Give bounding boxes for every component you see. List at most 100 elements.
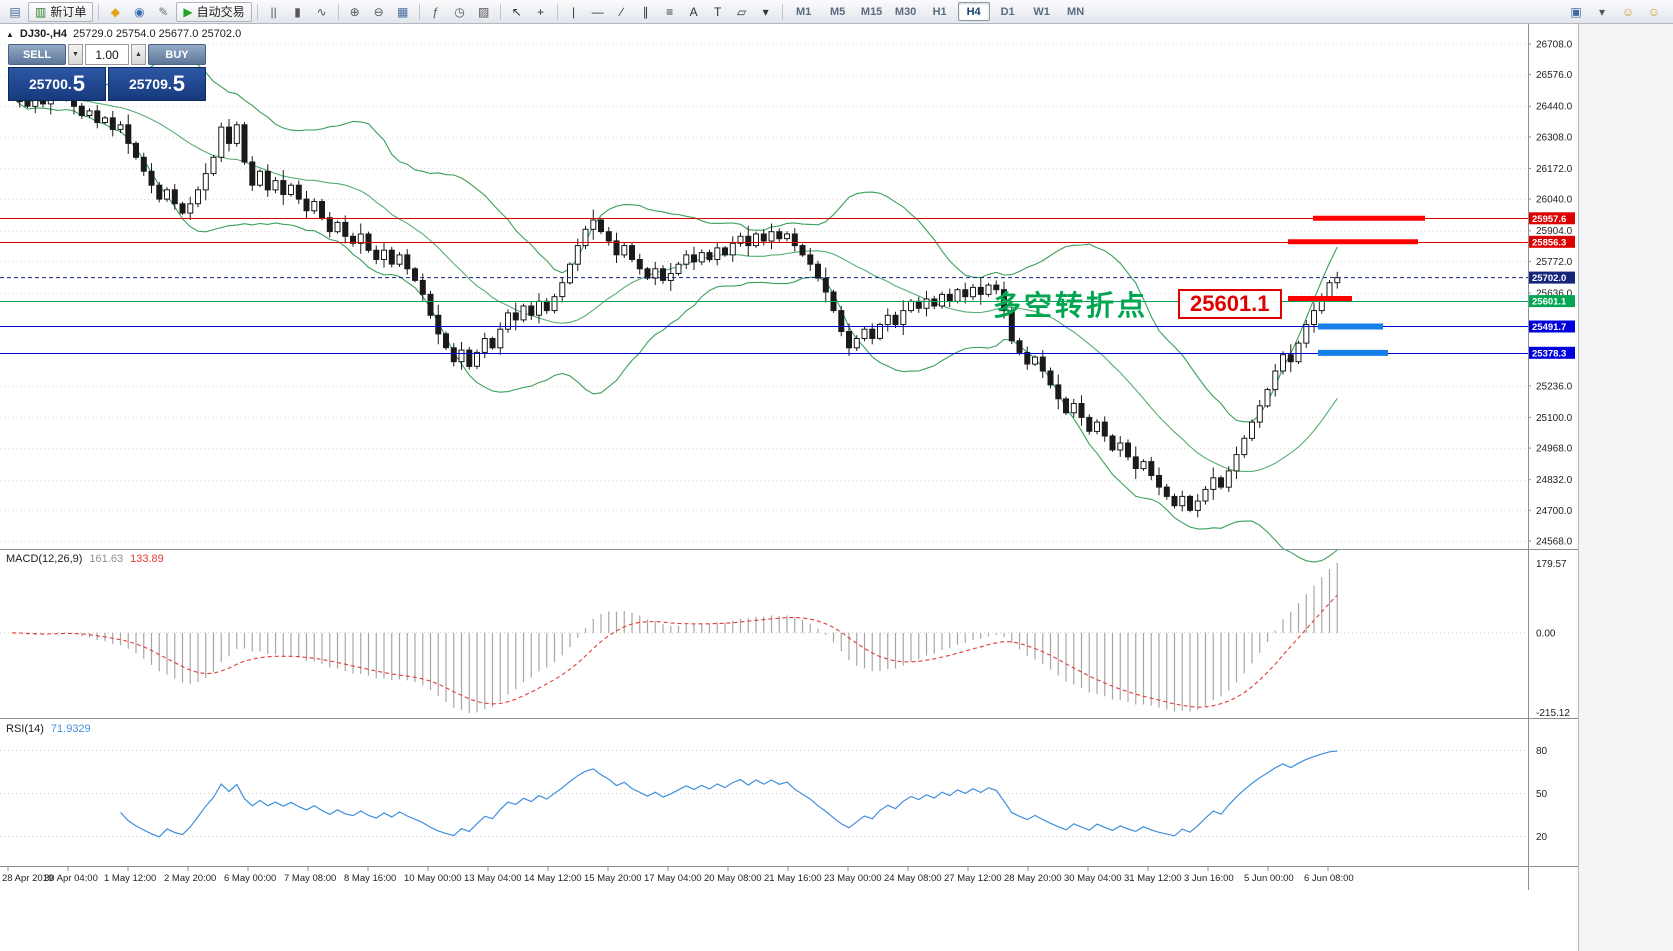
favorites-icon[interactable]: ◆ xyxy=(110,4,120,19)
candlestick-chart-icon[interactable]: ▮ xyxy=(294,4,301,19)
svg-text:24968.0: 24968.0 xyxy=(1536,444,1573,455)
svg-text:24568.0: 24568.0 xyxy=(1536,537,1573,548)
chart-window-icon[interactable]: ▣ xyxy=(1570,4,1582,19)
svg-text:14 May 12:00: 14 May 12:00 xyxy=(524,873,582,884)
one-click-collapse-icon[interactable]: ▲ xyxy=(6,29,14,39)
svg-text:20 May 08:00: 20 May 08:00 xyxy=(704,873,762,884)
crosshair-icon[interactable]: + xyxy=(537,4,545,19)
price-label-box: 25491.7 xyxy=(1529,320,1575,333)
timeframe-button-m1[interactable]: M1 xyxy=(795,5,812,18)
autotrading-button[interactable]: ▶ 自动交易 xyxy=(176,1,252,22)
macd-signal-value: 133.89 xyxy=(130,553,164,565)
price-label-box: 25957.6 xyxy=(1529,212,1575,225)
shapes-icon[interactable]: ▱ xyxy=(736,4,747,19)
community-icon[interactable]: ☺ xyxy=(1621,4,1635,19)
timeframe-button-w1[interactable]: W1 xyxy=(1033,5,1050,18)
help-icon[interactable]: ☺ xyxy=(1647,4,1661,19)
svg-text:1 May 12:00: 1 May 12:00 xyxy=(104,873,156,884)
svg-text:0.00: 0.00 xyxy=(1536,628,1556,639)
volume-decrease-button[interactable]: ▼ xyxy=(68,44,83,65)
svg-text:31 May 12:00: 31 May 12:00 xyxy=(1124,873,1182,884)
bollinger-middle-band xyxy=(11,96,1338,472)
profiles-icon[interactable]: ◉ xyxy=(134,4,145,19)
svg-text:25904.0: 25904.0 xyxy=(1536,226,1573,237)
timeframe-button-m15[interactable]: M15 xyxy=(860,5,883,18)
templates-icon[interactable]: ▨ xyxy=(477,4,490,19)
channel-icon[interactable]: ∥ xyxy=(642,4,649,19)
line-chart-icon[interactable]: ∿ xyxy=(316,4,327,19)
svg-text:8 May 16:00: 8 May 16:00 xyxy=(344,873,396,884)
svg-text:17 May 04:00: 17 May 04:00 xyxy=(644,873,702,884)
svg-text:25636.0: 25636.0 xyxy=(1536,288,1573,299)
window-dropdown-icon[interactable]: ▾ xyxy=(1598,4,1606,19)
svg-text:25491.7: 25491.7 xyxy=(1532,322,1566,333)
price-axis: 26708.0 26576.0 26440.0 26308.0 26172.0 26040… xyxy=(1528,40,1573,548)
chart-annotation-price-box[interactable]: 25601.1 xyxy=(1178,289,1282,319)
trend-segments[interactable] xyxy=(1288,215,1425,356)
buy-price-box[interactable]: 25709. 5 xyxy=(108,67,206,101)
dropdown-icon[interactable]: ▾ xyxy=(762,4,769,19)
timeframe-button-mn[interactable]: MN xyxy=(1067,5,1085,18)
svg-text:24700.0: 24700.0 xyxy=(1536,506,1573,517)
new-order-button[interactable]: ▥ 新订单 xyxy=(28,1,94,22)
cursor-icon[interactable]: ↖ xyxy=(511,4,522,19)
toolbar-separator xyxy=(781,3,783,20)
svg-text:30 Apr 04:00: 30 Apr 04:00 xyxy=(44,873,98,884)
timeframe-button-h1[interactable]: H1 xyxy=(932,5,947,18)
svg-text:24 May 08:00: 24 May 08:00 xyxy=(884,873,942,884)
bollinger-bands xyxy=(11,57,1338,563)
svg-text:13 May 04:00: 13 May 04:00 xyxy=(464,873,522,884)
svg-text:25702.0: 25702.0 xyxy=(1532,273,1566,284)
autotrading-icon: ▶ xyxy=(183,4,193,19)
sell-button[interactable]: SELL xyxy=(8,44,66,65)
text-icon[interactable]: A xyxy=(689,4,698,19)
rsi-line xyxy=(120,750,1338,838)
timeframe-button-m30[interactable]: M30 xyxy=(894,5,917,18)
svg-text:26576.0: 26576.0 xyxy=(1536,70,1573,81)
zoom-in-icon[interactable]: ⊕ xyxy=(349,4,360,19)
price-label-box: 25601.1 xyxy=(1529,295,1575,308)
volume-input[interactable]: 1.00 xyxy=(85,44,129,65)
macd-label: MACD(12,26,9) 161.63 133.89 xyxy=(6,553,164,565)
sell-price-box[interactable]: 25700. 5 xyxy=(8,67,106,101)
macd-histogram xyxy=(19,563,1338,713)
svg-text:27 May 12:00: 27 May 12:00 xyxy=(944,873,1002,884)
autotrading-button-label: 自动交易 xyxy=(196,5,245,19)
metaeditor-icon[interactable]: ✎ xyxy=(158,4,169,19)
vertical-line-icon[interactable]: | xyxy=(572,4,576,19)
volume-increase-button[interactable]: ▲ xyxy=(131,44,146,65)
tile-windows-icon[interactable]: ▦ xyxy=(396,4,409,19)
svg-text:21 May 16:00: 21 May 16:00 xyxy=(764,873,822,884)
rsi-name: RSI(14) xyxy=(6,723,44,735)
trendline-icon[interactable]: ∕ xyxy=(620,4,623,19)
fibonacci-icon[interactable]: ≡ xyxy=(666,4,674,19)
new-chart-icon[interactable]: ▤ xyxy=(9,4,21,19)
svg-text:25100.0: 25100.0 xyxy=(1536,413,1573,424)
svg-text:23 May 00:00: 23 May 00:00 xyxy=(824,873,882,884)
macd-name: MACD(12,26,9) xyxy=(6,553,83,565)
macd-axis: 179.57 0.00 -215.12 xyxy=(1536,559,1570,719)
toolbar-separator xyxy=(337,3,339,20)
chart-annotation-text[interactable]: 多空转折点 xyxy=(993,290,1149,321)
timeframe-button-m5[interactable]: M5 xyxy=(829,5,846,18)
candlestick-series xyxy=(9,81,1341,518)
rsi-axis-label: 80 xyxy=(1536,746,1548,757)
timeframe-button-d1[interactable]: D1 xyxy=(1000,5,1015,18)
period-icon[interactable]: ◷ xyxy=(454,4,465,19)
timeframe-button-h4[interactable]: H4 xyxy=(957,2,990,21)
sell-price-main: 25700. xyxy=(28,76,72,92)
new-order-button-label: 新订单 xyxy=(50,5,87,19)
bar-chart-icon[interactable]: || xyxy=(270,4,277,19)
indicators-icon[interactable]: ƒ xyxy=(432,4,439,19)
price-level-lines[interactable] xyxy=(0,218,1528,354)
svg-text:28 May 20:00: 28 May 20:00 xyxy=(1004,873,1062,884)
zoom-out-icon[interactable]: ⊖ xyxy=(373,4,384,19)
svg-text:6 Jun 08:00: 6 Jun 08:00 xyxy=(1304,873,1354,884)
horizontal-line-icon[interactable]: — xyxy=(591,4,604,19)
svg-text:28 Apr 2019: 28 Apr 2019 xyxy=(2,873,53,884)
buy-button[interactable]: BUY xyxy=(148,44,206,65)
svg-text:25601.1: 25601.1 xyxy=(1532,297,1567,308)
new-order-icon: ▥ xyxy=(35,4,47,19)
label-icon[interactable]: T xyxy=(713,4,722,19)
